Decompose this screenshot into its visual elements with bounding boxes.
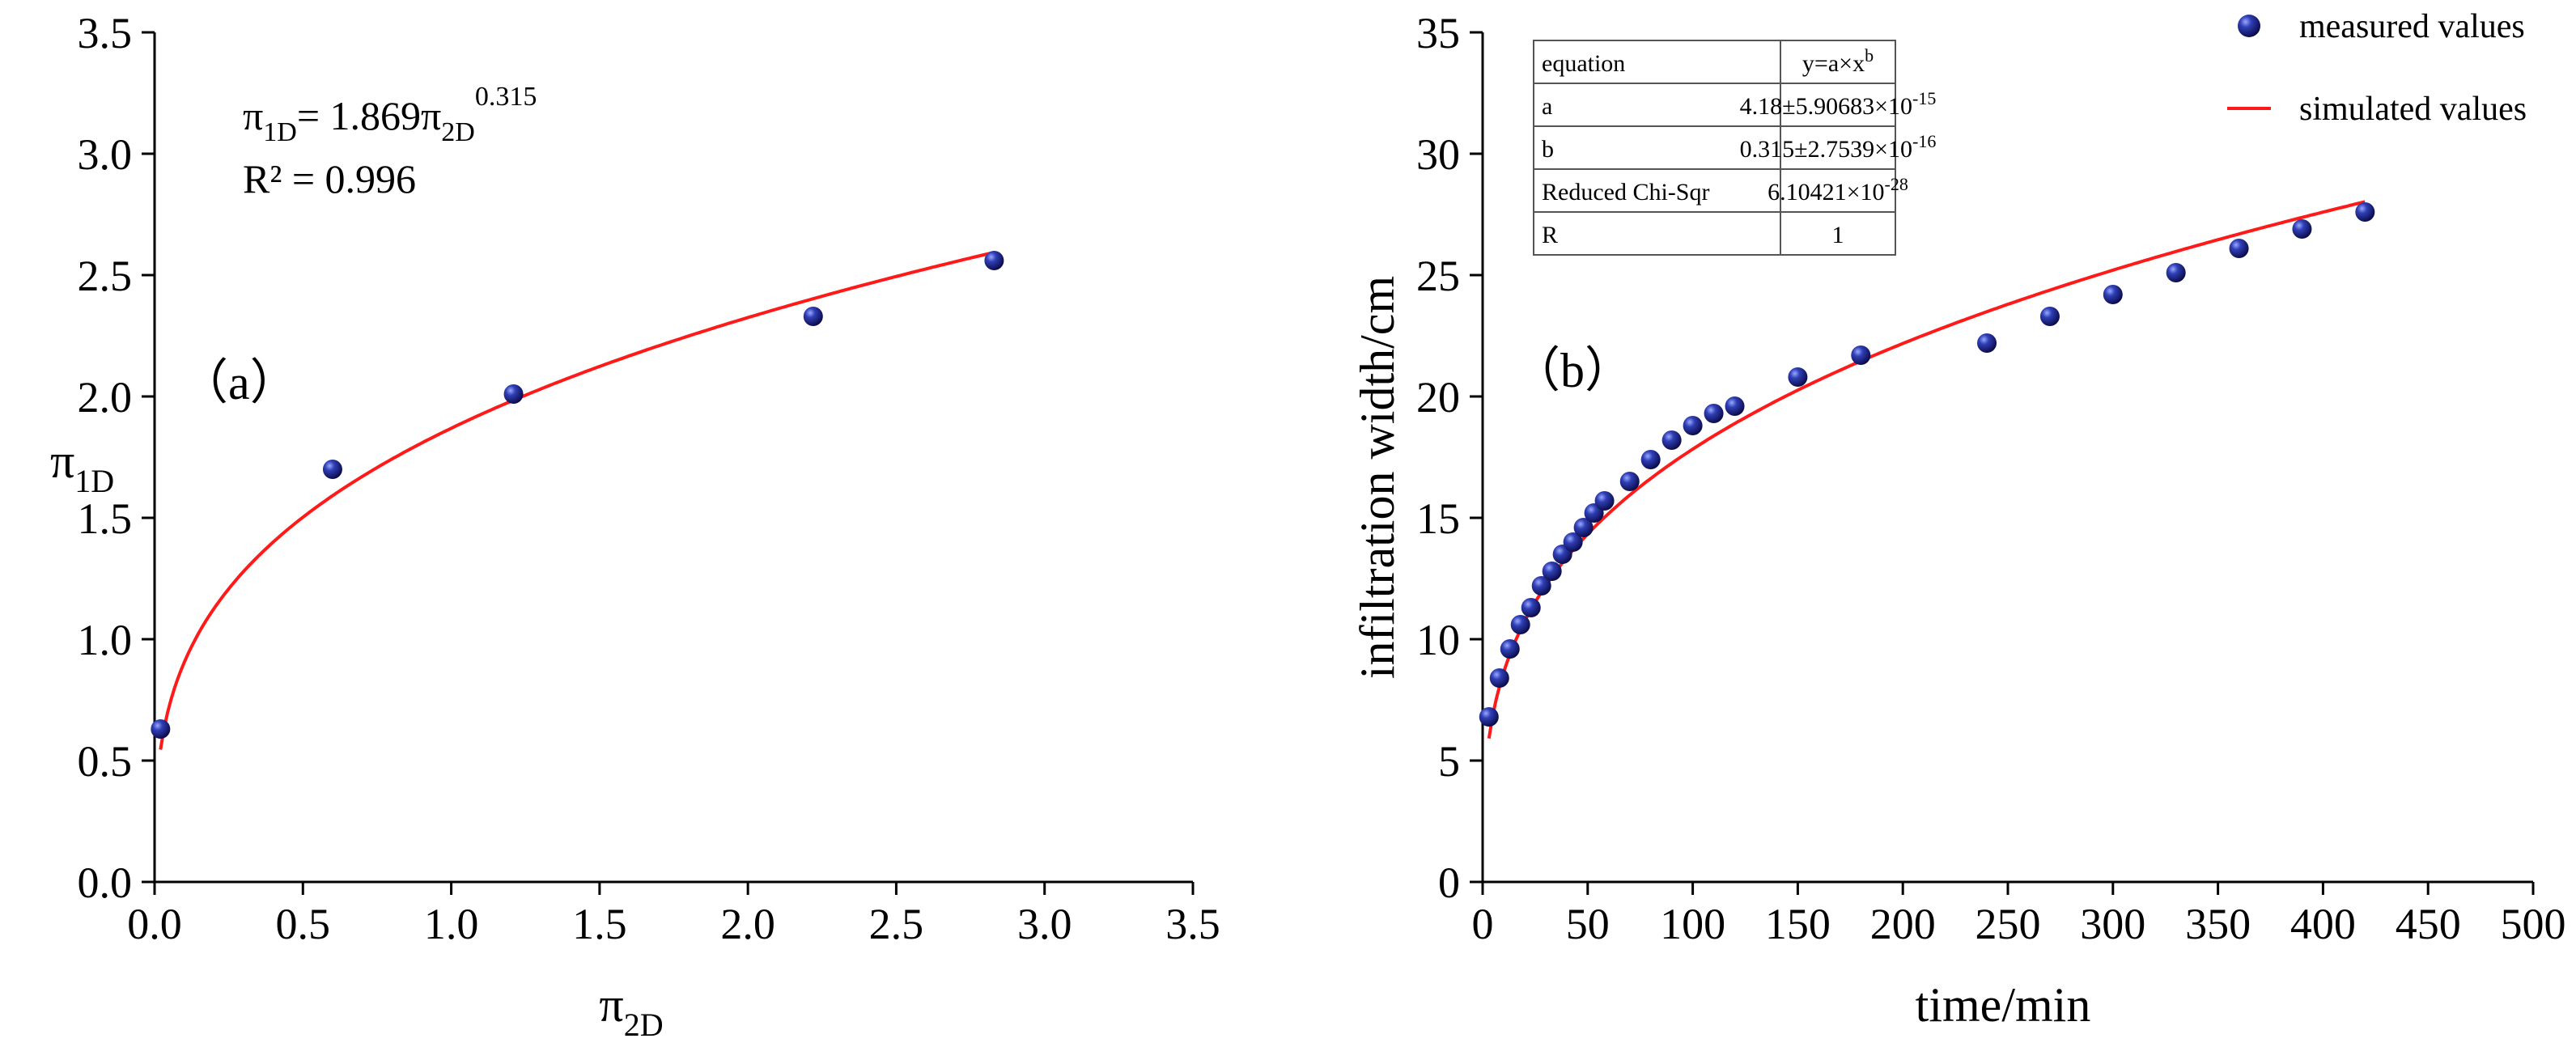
table-val-chi: 6.10421×10-28 — [1768, 174, 1908, 206]
a-y-tick-label: 2.5 — [78, 252, 133, 300]
b-data-point — [1489, 668, 1509, 688]
table-key-a: a — [1542, 93, 1552, 120]
a-x-tick-label: 1.5 — [572, 900, 627, 948]
a-fit-curve — [159, 250, 995, 750]
legend-measured-marker — [2238, 15, 2260, 37]
b-data-point — [1531, 576, 1551, 596]
table-key-r: R — [1542, 222, 1558, 248]
a-x-tick-label: 2.5 — [869, 900, 924, 948]
b-data-point — [1510, 615, 1530, 634]
b-x-tick-label: 100 — [1660, 900, 1725, 948]
b-data-point — [1725, 396, 1745, 416]
b-y-tick-label: 15 — [1416, 494, 1460, 543]
b-x-tick-label: 450 — [2396, 900, 2461, 948]
a-data-point — [984, 251, 1004, 270]
b-data-point — [1521, 598, 1541, 617]
a-r-squared: R² = 0.996 — [243, 156, 416, 201]
a-y-tick-label: 2.0 — [78, 373, 133, 422]
b-y-tick-label: 20 — [1416, 373, 1460, 422]
a-data-point — [503, 384, 524, 404]
a-x-tick-label: 0.5 — [276, 900, 331, 948]
legend: measured values simulated values — [2227, 8, 2527, 128]
b-data-point — [1619, 472, 1640, 491]
a-y-tick-label: 1.5 — [78, 494, 133, 543]
b-y-tick-label: 5 — [1438, 737, 1460, 786]
a-panel-label: （a） — [180, 356, 299, 409]
a-x-axis-title: π2D — [599, 978, 663, 1043]
b-data-point — [2292, 219, 2312, 239]
a-x-tick-label: 3.0 — [1017, 900, 1072, 948]
b-data-point — [1500, 639, 1520, 659]
b-data-point — [1479, 707, 1499, 727]
b-x-tick-label: 0 — [1472, 900, 1494, 948]
b-x-tick-label: 400 — [2290, 900, 2356, 948]
table-val-r: 1 — [1832, 222, 1844, 248]
b-data-point — [2355, 202, 2375, 222]
b-x-tick-label: 350 — [2185, 900, 2251, 948]
a-y-tick-label: 0.0 — [78, 858, 133, 907]
b-data-point — [1683, 416, 1703, 435]
b-y-tick-label: 25 — [1416, 252, 1460, 300]
b-data-point — [1594, 491, 1615, 511]
a-x-tick-label: 2.0 — [720, 900, 775, 948]
b-y-tick-label: 0 — [1438, 858, 1460, 907]
a-data-point — [322, 460, 342, 479]
b-data-point — [1563, 532, 1583, 552]
b-fit-curve — [1487, 200, 2366, 740]
b-x-tick-label: 500 — [2501, 900, 2566, 948]
b-data-point — [1704, 404, 1724, 423]
fit-parameter-table: equation y=a×xb a 4.18±5.90683×10-15 b 0… — [1533, 40, 1937, 256]
table-val-b: 0.315±2.7539×10-16 — [1740, 131, 1937, 163]
table-val-equation: y=a×xb — [1802, 45, 1874, 77]
a-equation: π1D= 1.869π2D0.315 — [243, 82, 537, 147]
a-y-tick-label: 1.0 — [78, 616, 133, 664]
b-data-point — [1542, 562, 1562, 581]
a-x-tick-label: 1.0 — [424, 900, 479, 948]
b-x-axis-title: time/min — [1916, 978, 2091, 1032]
b-y-tick-label: 35 — [1416, 9, 1460, 57]
b-data-point — [2039, 307, 2060, 326]
b-data-point — [2103, 285, 2123, 304]
table-key-b: b — [1542, 136, 1554, 163]
b-x-tick-label: 150 — [1765, 900, 1831, 948]
table-val-a: 4.18±5.90683×10-15 — [1740, 88, 1937, 120]
chart-b: 0 50 100 150 200 250 300 350 400 450 500 0 5 10 15 20 25… — [1351, 8, 2566, 1032]
b-data-point — [1640, 450, 1661, 469]
b-x-tick-label: 250 — [1975, 900, 2041, 948]
b-data-point — [1977, 333, 1997, 353]
table-key-chi: Reduced Chi-Sqr — [1542, 179, 1709, 206]
legend-simulated-label: simulated values — [2299, 91, 2527, 128]
a-y-tick-label: 0.5 — [78, 737, 133, 786]
b-y-tick-label: 10 — [1416, 616, 1460, 664]
a-x-tick-label: 3.5 — [1165, 900, 1220, 948]
b-y-tick-label: 30 — [1416, 130, 1460, 179]
b-data-point — [1573, 518, 1594, 537]
b-data-point — [2229, 239, 2249, 258]
b-x-tick-label: 300 — [2080, 900, 2145, 948]
b-data-point — [2166, 263, 2186, 282]
a-x-tick-label: 0.0 — [127, 900, 182, 948]
b-y-axis-title: infiltration width/cm — [1351, 276, 1404, 679]
b-x-tick-label: 50 — [1566, 900, 1610, 948]
a-y-tick-label: 3.0 — [78, 130, 133, 179]
b-data-point — [1661, 430, 1682, 450]
chart-a: 0.0 0.5 1.0 1.5 2.0 2.5 3.0 3.5 0.0 0.5 1.0 1.5 2.0 2… — [50, 9, 1220, 1043]
a-data-point — [803, 307, 823, 326]
a-data-point — [151, 719, 171, 739]
table-key-equation: equation — [1542, 50, 1625, 77]
b-data-point — [1788, 367, 1808, 387]
b-panel-label: （b） — [1512, 344, 1633, 397]
a-y-axis-title: π1D — [50, 434, 114, 499]
b-data-point — [1851, 345, 1871, 365]
a-y-tick-label: 3.5 — [78, 9, 133, 57]
legend-measured-label: measured values — [2299, 8, 2525, 45]
b-x-tick-label: 200 — [1870, 900, 1936, 948]
